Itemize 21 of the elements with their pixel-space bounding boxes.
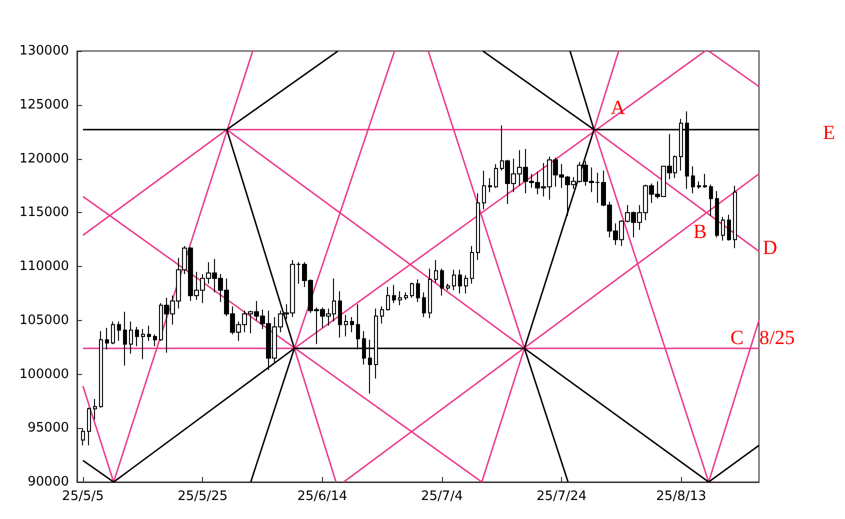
text: 8/25	[759, 327, 795, 349]
y-tick-label: 105000	[19, 312, 69, 328]
annotation: B	[693, 221, 707, 243]
y-tick-label: 130000	[19, 44, 69, 58]
x-tick-label: 25/5/5	[62, 489, 104, 504]
text: E	[822, 122, 836, 144]
x-tick-label: 25/6/14	[297, 489, 348, 504]
annotation: A	[610, 97, 626, 119]
x-tick-label: 25/7/4	[421, 489, 463, 504]
x-tick-label: 25/8/13	[656, 489, 706, 504]
annotation: C	[730, 327, 744, 349]
y-tick-label: 95000	[28, 420, 69, 436]
y-tick-label: 120000	[19, 151, 69, 166]
text: D	[762, 237, 778, 259]
y-tick-label: 90000	[28, 474, 69, 490]
y-tick-label: 115000	[19, 205, 69, 220]
x-tick-label: 25/5/25	[178, 489, 228, 504]
y-tick-label: 110000	[19, 259, 69, 274]
x-tick-label: 25/7/24	[536, 489, 587, 504]
y-tick-label: 100000	[19, 366, 69, 382]
y-tick-label: 125000	[19, 97, 69, 112]
